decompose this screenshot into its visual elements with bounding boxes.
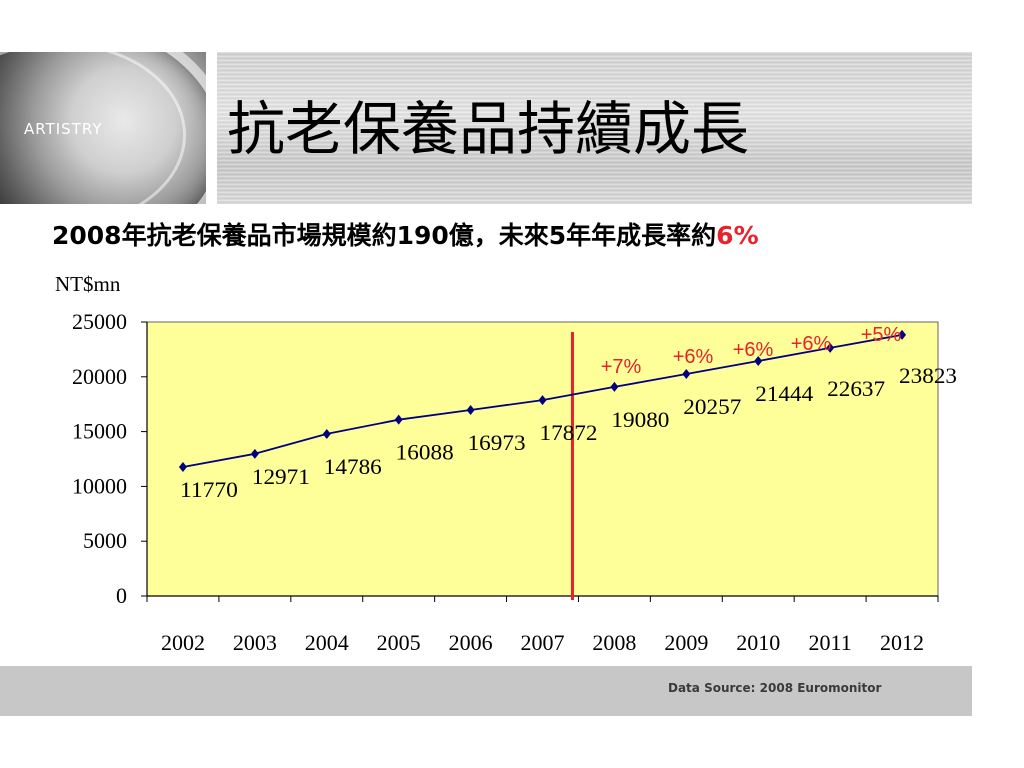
x-tick-label: 2009 [664,630,708,655]
page-title: 抗老保養品持續成長 [227,95,750,163]
subtitle-text: 2008年抗老保養品市場規模約190億，未來5年年成長率約 [52,221,717,250]
y-tick-label: 5000 [83,528,127,553]
chart-subtitle: 2008年抗老保養品市場規模約190億，未來5年年成長率約6% [52,216,759,252]
data-point [466,404,475,415]
data-point [682,368,691,379]
data-point [178,462,187,473]
growth-label: +5% [861,324,902,346]
data-label: 12971 [252,464,310,489]
data-point [826,342,835,353]
data-label: 21444 [755,381,813,406]
logo-ring-inner-decoration [0,52,186,204]
x-tick-label: 2010 [736,630,780,655]
y-tick-label: 15000 [72,419,127,444]
y-tick-label: 20000 [72,364,127,389]
growth-label: +6% [791,333,832,355]
data-point [898,329,907,340]
data-point [394,414,403,425]
plot-area [146,321,939,597]
y-axis-label: NT$mn [55,272,121,296]
data-label: 20257 [683,394,741,419]
data-label: 23823 [899,363,957,388]
x-tick-label: 2002 [161,630,205,655]
brand-logo-panel: ARTISTRY [0,52,206,204]
data-source-note: Data Source: 2008 Euromonitor [668,681,882,695]
x-tick-label: 2012 [880,630,924,655]
x-tick-label: 2008 [592,630,636,655]
data-label: 16973 [468,430,526,455]
data-label: 17872 [540,420,598,445]
logo-text: ARTISTRY [24,120,103,138]
data-point [754,355,763,366]
growth-label: +6% [733,339,774,361]
data-label: 22637 [827,376,885,401]
data-label: 11770 [180,477,238,502]
y-tick-label: 10000 [72,473,127,498]
x-tick-label: 2003 [233,630,277,655]
data-label: 19080 [611,407,669,432]
data-label: 14786 [324,454,382,479]
growth-label: +6% [673,346,714,368]
x-tick-label: 2004 [305,630,349,655]
title-banner: 抗老保養品持續成長 [217,52,972,204]
data-point [538,395,547,406]
subtitle-highlight: 6% [716,221,759,250]
data-point [250,448,259,459]
growth-label: +7% [601,356,642,378]
x-tick-label: 2011 [809,630,852,655]
y-tick-label: 0 [116,583,127,608]
x-tick-label: 2005 [377,630,421,655]
footer-bar [0,666,972,716]
x-tick-label: 2007 [521,630,565,655]
data-point [322,428,331,439]
y-tick-label: 25000 [72,309,127,334]
data-point [610,381,619,392]
footer-divider [42,662,972,666]
data-label: 16088 [396,440,454,465]
x-tick-label: 2006 [449,630,493,655]
